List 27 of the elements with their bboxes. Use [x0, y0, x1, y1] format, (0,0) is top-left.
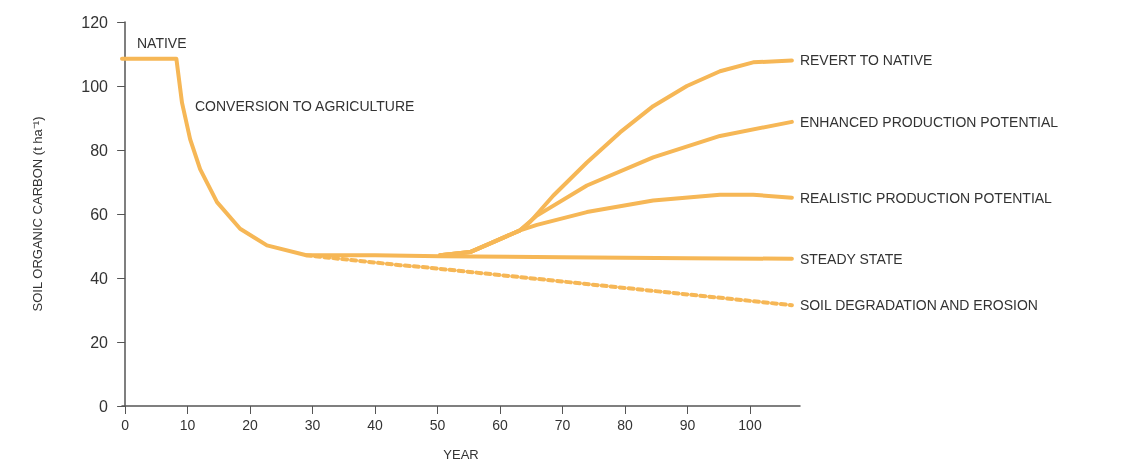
series-label: ENHANCED PRODUCTION POTENTIAL: [799, 113, 1059, 130]
x-tick-label: 0: [121, 417, 130, 433]
y-tick-label: 20: [90, 333, 109, 351]
x-tick-label: 90: [679, 417, 696, 433]
x-tick-label: 30: [304, 417, 321, 433]
series-label: REALISTIC PRODUCTION POTENTIAL: [799, 189, 1053, 206]
y-tick-label: 0: [99, 397, 109, 415]
y-tick-label: 60: [90, 205, 109, 223]
x-tick-label: 20: [242, 417, 259, 433]
x-tick-label: 80: [617, 417, 634, 433]
x-tick-label: 10: [179, 417, 196, 433]
y-tick-label: 80: [90, 141, 109, 159]
x-tick-label: 100: [738, 417, 762, 433]
y-axis-title: SOIL ORGANIC CARBON (t ha⁻¹): [30, 116, 45, 312]
series-label: STEADY STATE: [799, 250, 903, 267]
x-tick-label: 70: [554, 417, 571, 433]
series-label: REVERT TO NATIVE: [799, 52, 933, 69]
x-tick-label: 40: [367, 417, 384, 433]
x-tick-label: 60: [492, 417, 509, 433]
annotation: CONVERSION TO AGRICULTURE: [195, 98, 415, 114]
y-tick-label: 120: [81, 13, 109, 31]
x-axis-title: YEAR: [443, 447, 479, 462]
annotation: NATIVE: [137, 35, 187, 51]
y-tick-label: 100: [81, 77, 109, 95]
y-tick-label: 40: [90, 269, 109, 287]
x-tick-label: 50: [429, 417, 446, 433]
series-label: SOIL DEGRADATION AND EROSION: [799, 297, 1038, 314]
